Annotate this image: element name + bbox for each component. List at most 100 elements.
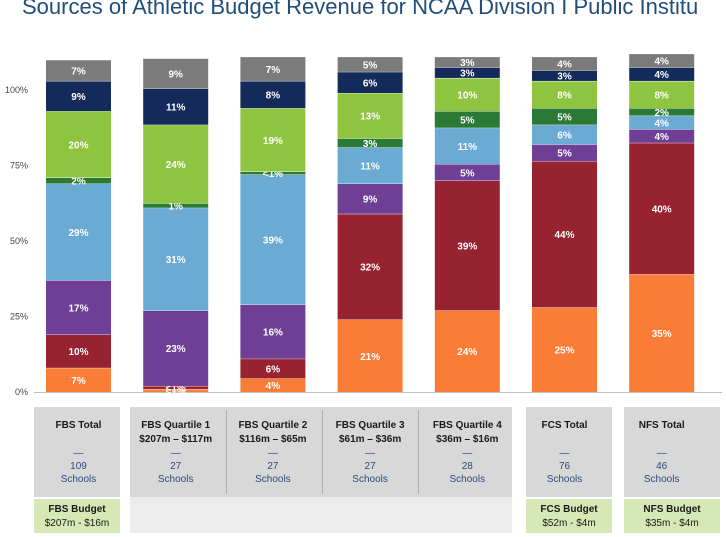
- data-label: 5%: [557, 112, 572, 123]
- budget-box: FCS Budget $52m - $4m: [526, 499, 612, 533]
- bar-segment: [532, 160, 597, 308]
- school-unit: Schools: [449, 474, 486, 485]
- school-unit: Schools: [352, 474, 388, 485]
- bar-segment: [143, 58, 209, 89]
- bar-segment: [46, 80, 111, 112]
- school-unit: Schools: [255, 474, 291, 485]
- category-panel-background: [624, 407, 720, 497]
- category-name: NFS Total: [638, 420, 685, 431]
- category-range: $207m – $117m: [139, 434, 213, 445]
- data-label: 6%: [557, 131, 572, 142]
- category-dash: —: [73, 448, 84, 459]
- category-label: NFS Total — 46 Schools: [614, 419, 710, 486]
- data-label: 35%: [652, 329, 672, 340]
- bar-segment: [143, 203, 209, 208]
- data-label: 3%: [460, 58, 475, 69]
- data-label: 5%: [363, 60, 378, 71]
- data-label: 23%: [166, 344, 186, 355]
- data-label: 20%: [68, 140, 88, 151]
- bar-segment: [532, 144, 597, 161]
- school-unit: Schools: [157, 474, 194, 485]
- data-label: 17%: [68, 303, 88, 314]
- bar-segment: [143, 88, 209, 125]
- y-tick-label: 25%: [10, 312, 28, 322]
- data-label: 5%: [460, 168, 475, 179]
- data-label: 25%: [554, 346, 574, 357]
- data-label: 7%: [71, 376, 86, 387]
- bar-segment: [629, 108, 695, 116]
- data-label: 11%: [360, 162, 380, 173]
- category-range: [614, 433, 710, 447]
- school-count: 28: [461, 461, 473, 472]
- category-dash: —: [267, 448, 278, 459]
- bar-segment: [143, 207, 209, 311]
- category-label: FBS Total — 109 Schools: [31, 419, 127, 486]
- data-label: 2%: [71, 177, 86, 188]
- category-name: FBS Quartile 1: [141, 420, 211, 431]
- data-label: 4%: [654, 118, 669, 129]
- budget-name: NFS Budget: [643, 504, 701, 515]
- category-label: FBS Quartile 2 $116m – $65m — 27 Schools: [225, 419, 321, 486]
- bar-segment: [629, 129, 695, 143]
- bar-segment: [434, 77, 500, 112]
- bar-segment: [629, 80, 695, 109]
- data-label: 6%: [363, 78, 378, 89]
- category-range: $116m – $65m: [239, 434, 307, 445]
- category-range: $36m – $16m: [436, 434, 499, 445]
- bar-segment: [46, 177, 111, 184]
- data-label: 4%: [654, 132, 669, 143]
- bar-segment: [629, 142, 695, 275]
- panel-divider: [226, 410, 227, 494]
- bar-segment: [46, 59, 111, 81]
- data-label: 9%: [168, 69, 183, 80]
- category-dash: —: [462, 448, 473, 459]
- data-label: 11%: [458, 142, 478, 153]
- bar-segment: [434, 56, 500, 68]
- bar-segment: [240, 56, 306, 81]
- budget-name: FCS Budget: [540, 504, 598, 515]
- bar-segment: [337, 183, 403, 214]
- category-label: FBS Quartile 4 $36m – $16m — 28 Schools: [419, 419, 515, 486]
- bar-segment: [337, 213, 403, 320]
- category-dash: —: [365, 448, 376, 459]
- category-name: FBS Quartile 4: [432, 420, 502, 431]
- budget-name: FBS Budget: [48, 504, 106, 515]
- school-count: 76: [558, 461, 571, 472]
- bar-segment: [532, 124, 597, 145]
- data-label: 7%: [71, 66, 86, 77]
- bar-segment: [532, 108, 597, 125]
- panel-divider: [322, 410, 323, 494]
- bar-segment: [629, 274, 695, 392]
- bar-segment: [337, 147, 403, 184]
- y-tick-label: 100%: [5, 85, 28, 95]
- school-unit: Schools: [546, 474, 583, 485]
- bar-segment: [434, 127, 500, 164]
- bar-segment: [337, 138, 403, 148]
- category-panel-background: [526, 407, 612, 497]
- bar-segment: [143, 388, 209, 392]
- bar-segment: [337, 71, 403, 94]
- data-label: 4%: [654, 70, 669, 81]
- bar-segment: [629, 53, 695, 68]
- bar-segment: [532, 70, 597, 81]
- data-label: <1%: [166, 386, 186, 397]
- data-label: <1%: [263, 169, 283, 180]
- bar-segment: [240, 108, 306, 172]
- data-label: 3%: [363, 139, 378, 150]
- chart-title: Sources of Athletic Budget Revenue for N…: [22, 0, 699, 19]
- data-label: 3%: [557, 72, 572, 83]
- data-label: 10%: [457, 91, 477, 102]
- data-label: 11%: [166, 103, 186, 114]
- bar-segment: [240, 358, 306, 379]
- category-name: FCS Total: [541, 420, 588, 431]
- bar-segment: [143, 385, 209, 389]
- budget-range: $35m - $4m: [645, 518, 699, 529]
- quartile-band: [130, 497, 512, 533]
- y-tick-label: 75%: [10, 161, 28, 171]
- category-label: FBS Quartile 3 $61m – $36m — 27 Schools: [322, 419, 418, 486]
- budget-box: NFS Budget $35m - $4m: [624, 499, 720, 533]
- bar-segment: [629, 67, 695, 81]
- panel-divider: [418, 410, 419, 494]
- bar-segment: [532, 56, 597, 71]
- data-label: 4%: [266, 381, 281, 392]
